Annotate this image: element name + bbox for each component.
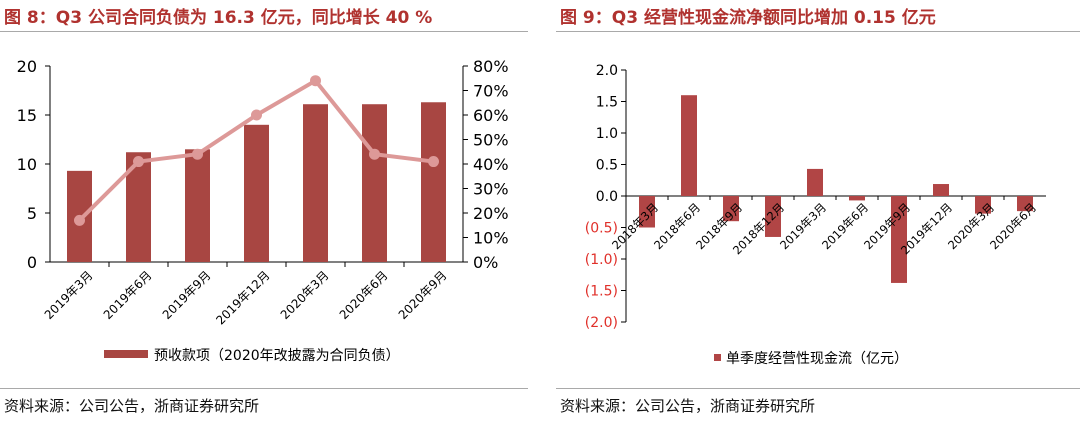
y-tick-label: (2.0) (585, 315, 618, 331)
operating-cashflow-chart: (2.0)(1.5)(1.0)(0.5)0.00.51.01.52.02018年… (585, 63, 1046, 367)
revenue-bar (421, 102, 446, 262)
revenue-bar (244, 124, 269, 262)
right-top-rule (556, 31, 1080, 32)
left-source-note: 资料来源：公司公告，浙商证券研究所 (4, 397, 260, 415)
y-tick-label: 0.5 (596, 158, 618, 174)
y-tick-label: 5 (27, 204, 37, 223)
y2-tick-label: 10% (473, 229, 509, 248)
cashflow-bar (639, 196, 655, 228)
y2-tick-label: 0% (473, 253, 498, 272)
y-tick-label: 1.5 (596, 95, 618, 111)
cashflow-bar (807, 168, 823, 196)
yoy-growth-point (192, 148, 203, 160)
yoy-growth-point (310, 75, 321, 87)
x-tick-label: 2019年3月 (42, 268, 96, 322)
cashflow-bar (975, 196, 991, 214)
right-source-note: 资料来源：公司公告，浙商证券研究所 (560, 397, 816, 415)
legend-swatch (714, 354, 721, 361)
legend-swatch (104, 350, 148, 358)
legend-label: 预收款项（2020年改披露为合同负债） (154, 348, 400, 364)
x-tick-label: 2020年9月 (396, 268, 450, 322)
y-tick-label: 10 (17, 155, 37, 174)
cashflow-bar (1017, 196, 1033, 212)
cashflow-bar (681, 95, 697, 196)
cashflow-bar (933, 184, 949, 196)
yoy-growth-point (428, 156, 439, 168)
y2-tick-label: 50% (473, 131, 509, 150)
left-bottom-rule (0, 388, 528, 389)
y2-tick-label: 40% (473, 155, 509, 174)
right-figure-panel: 图 9：Q3 经营性现金流净额同比增加 0.15 亿元 (2.0) (1.5) (1… (556, 0, 1080, 421)
y2-tick-label: 60% (473, 106, 509, 125)
legend-label: 单季度经营性现金流（亿元） (726, 351, 908, 367)
contract-liabilities-chart: 0 5 10 15 20 0% 10% 20% 30% 40% 50% 60% 70% 80% 2019年3… (17, 57, 509, 364)
y-tick-label: (1.5) (585, 284, 618, 300)
yoy-growth-point (369, 148, 380, 160)
x-tick-label: 2020年6月 (337, 268, 391, 322)
revenue-bar (362, 104, 387, 262)
y-tick-label: 0.0 (596, 189, 618, 205)
left-top-rule (0, 31, 528, 32)
y-tick-label: (1.0) (585, 252, 618, 268)
y-tick-label: (0.5) (585, 221, 618, 237)
revenue-bar (303, 104, 328, 262)
cashflow-bar (765, 196, 781, 237)
y2-tick-label: 80% (473, 57, 509, 76)
cashflow-bar (891, 196, 907, 283)
cashflow-bar (849, 196, 865, 201)
y2-tick-label: 70% (473, 82, 509, 101)
y-tick-label: 1.0 (596, 126, 618, 142)
left-figure-panel: 图 8：Q3 公司合同负债为 16.3 亿元，同比增长 40 % 0 5 10 15 2… (0, 0, 528, 421)
y-tick-label: 20 (17, 57, 37, 76)
yoy-growth-point (133, 156, 144, 168)
cashflow-bar (723, 196, 739, 222)
left-figure-title: 图 8：Q3 公司合同负债为 16.3 亿元，同比增长 40 % (4, 8, 433, 28)
x-tick-label: 2019年9月 (160, 268, 214, 322)
y2-tick-label: 30% (473, 180, 509, 199)
y-tick-label: 15 (17, 106, 37, 125)
y-tick-label: 0 (27, 253, 37, 272)
right-bottom-rule (556, 388, 1080, 389)
right-figure-title: 图 9：Q3 经营性现金流净额同比增加 0.15 亿元 (560, 8, 936, 28)
y-tick-label: 2.0 (596, 63, 618, 79)
x-tick-label: 2019年6月 (101, 268, 155, 322)
yoy-growth-point (251, 109, 262, 121)
x-tick-label: 2020年3月 (278, 268, 332, 322)
y2-tick-label: 20% (473, 204, 509, 223)
x-tick-label: 2019年12月 (213, 268, 272, 327)
yoy-growth-point (74, 214, 85, 226)
revenue-bar (185, 149, 210, 262)
